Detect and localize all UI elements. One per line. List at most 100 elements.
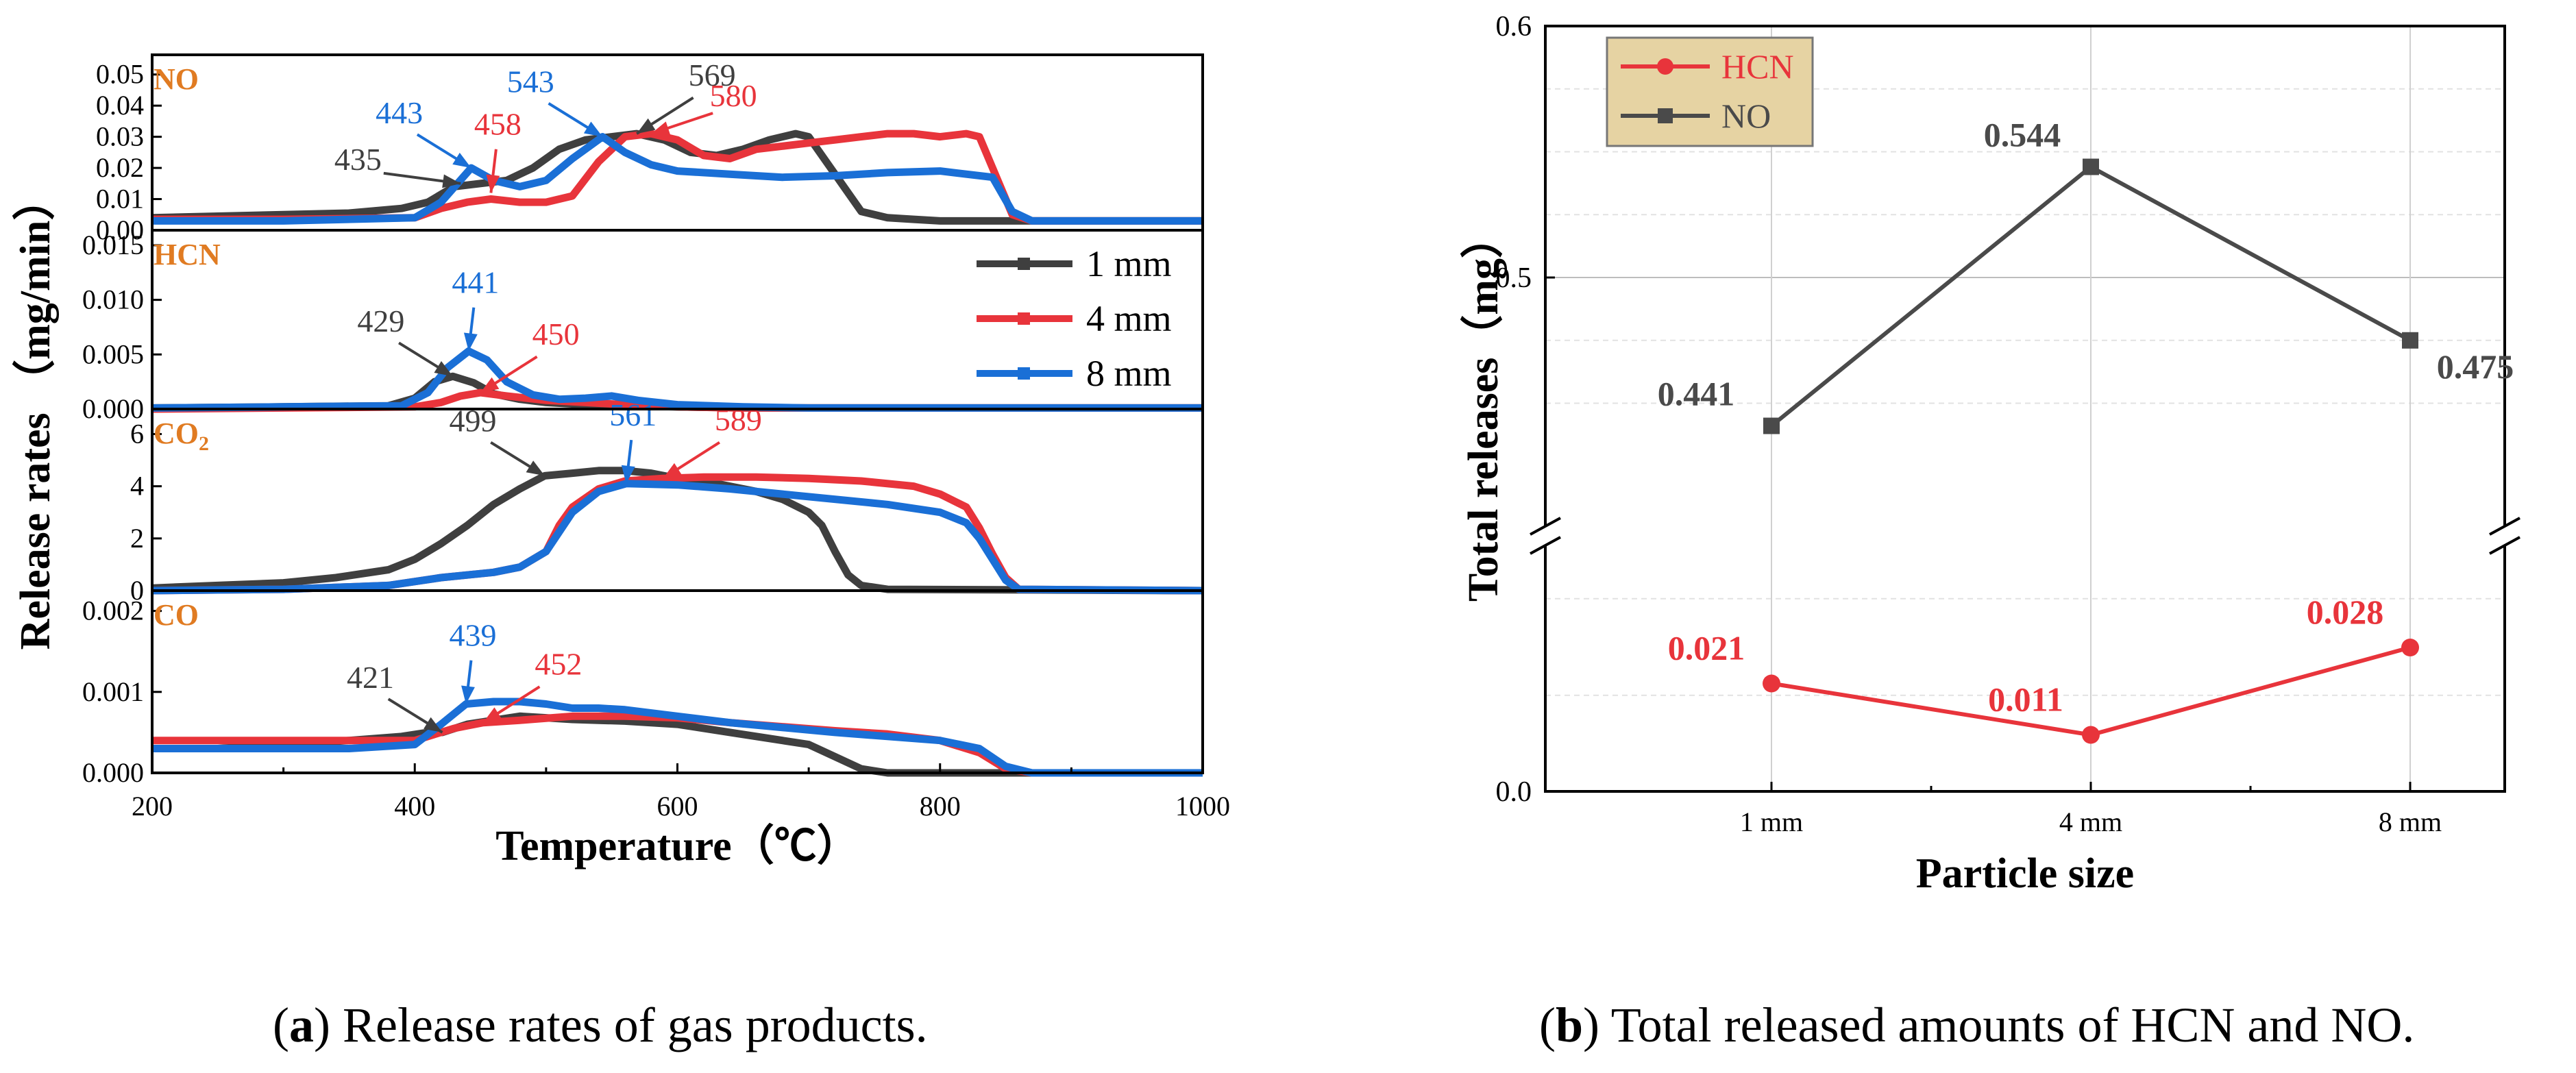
annotation-arrowhead — [480, 377, 500, 393]
axis-break-mark — [1530, 517, 1561, 536]
data-label-no: 0.544 — [1984, 116, 2061, 154]
point-hcn — [1763, 674, 1780, 693]
data-label-no: 0.475 — [2437, 347, 2514, 386]
caption-b-text: ) Total released amounts of HCN and NO. — [1583, 998, 2415, 1052]
point-hcn — [2082, 726, 2100, 744]
series-no-4mm — [152, 130, 1203, 225]
annotation-label: 452 — [535, 647, 582, 682]
ytick-label: 0.02 — [96, 152, 144, 183]
xtick-label: 1000 — [1175, 791, 1230, 822]
plot-frame-b-lower — [1544, 545, 2506, 793]
annotation-arrowhead — [442, 174, 461, 188]
ytick-label: 6 — [130, 418, 144, 449]
ytick-label: 0.5 — [1496, 262, 1532, 294]
legend-label: 4 mm — [1086, 298, 1172, 339]
legend-label: NO — [1721, 97, 1771, 135]
legend-box — [1606, 36, 1814, 147]
point-no — [2402, 332, 2418, 349]
ytick-label: 0.04 — [96, 90, 144, 121]
legend-a: 1 mm 4 mm 8 mm — [977, 243, 1172, 394]
panel-co: 0.000 0.001 0.002 CO 421 439 452 — [82, 595, 1203, 788]
ytick-label: 0.05 — [96, 59, 144, 90]
caption-a-letter: a — [289, 998, 314, 1052]
legend-marker — [1018, 258, 1030, 270]
annotation-arrowhead — [486, 174, 500, 193]
chart-b-total-releases: 0.0 0.5 0.6 1 mm 4 mm 8 mm Particle size Total … — [1459, 11, 2520, 897]
annotation-label: 580 — [710, 78, 757, 113]
annotation-label: 589 — [715, 402, 762, 437]
annotation-label: 443 — [376, 95, 423, 130]
ytick-label: 0.00 — [96, 214, 144, 245]
data-label-hcn: 0.028 — [2307, 593, 2384, 631]
axis-break-mark — [2489, 536, 2520, 555]
annotation-arrowhead — [621, 465, 635, 484]
y-axis-title: Release rates （mg/min） — [11, 178, 59, 650]
ytick-label: 0.000 — [82, 757, 144, 788]
panel-hcn: 0.000 0.005 0.010 0.015 HCN 429 441 450 — [82, 230, 1203, 424]
gas-label-co: CO — [154, 598, 199, 632]
caption-b: (b) Total released amounts of HCN and NO… — [1539, 998, 2415, 1052]
data-label-hcn: 0.011 — [1988, 680, 2063, 719]
caption-a-text: ) Release rates of gas products. — [313, 998, 928, 1052]
legend-marker — [1018, 312, 1030, 325]
ytick-label: 2 — [130, 523, 144, 554]
series-no-8mm — [152, 133, 1203, 225]
xtick-label: 8 mm — [2379, 806, 2442, 837]
plot-frame-b-upper — [1544, 25, 2506, 526]
point-hcn — [2401, 639, 2419, 656]
annotation-arrowhead — [663, 463, 682, 479]
legend-label: HCN — [1721, 47, 1794, 86]
point-no — [2083, 158, 2099, 175]
annotation-label: 450 — [532, 317, 580, 352]
annotation-arrowhead — [637, 118, 656, 134]
annotation-arrowhead — [526, 460, 545, 476]
xtick-label: 1 mm — [1740, 806, 1803, 837]
annotation-arrowhead — [452, 152, 471, 169]
legend-b: HCN NO — [1606, 36, 1814, 147]
ytick-label: 0.000 — [82, 393, 144, 424]
annotation-arrowhead — [651, 121, 671, 135]
xtick-label: 4 mm — [2059, 806, 2122, 837]
annotation-label: 429 — [357, 304, 404, 338]
annotation-arrowhead — [583, 121, 603, 137]
point-no — [1763, 417, 1780, 434]
x-axis-title: Particle size — [1916, 850, 2134, 897]
gas-label-no: NO — [154, 62, 199, 96]
annotation-label: 561 — [609, 397, 657, 432]
plot-frame-a — [151, 53, 1204, 774]
series-co2-4mm — [151, 473, 1203, 595]
annotation-label: 458 — [474, 106, 522, 141]
annotation-arrowhead — [482, 707, 502, 723]
legend-marker — [1658, 108, 1673, 123]
annotation-label: 441 — [452, 265, 499, 300]
series-co2-8mm — [151, 480, 1203, 595]
legend-label: 8 mm — [1086, 353, 1172, 394]
annotation-arrowhead — [463, 332, 478, 352]
chart-a-release-rates: 0.000.010.020.030.040.05 NO 435 443 458 543 56… — [11, 53, 1230, 870]
gas-label-hcn: HCN — [154, 238, 221, 271]
ytick-label: 4 — [130, 471, 144, 502]
axis-break-mark — [2489, 517, 2520, 536]
annotation-arrowhead — [424, 717, 443, 732]
ytick-label: 0.001 — [82, 676, 144, 707]
legend-marker — [1657, 58, 1673, 75]
y-axis-title: Total releases（mg） — [1459, 216, 1507, 602]
xtick-label: 800 — [920, 791, 961, 822]
data-label-hcn: 0.021 — [1668, 629, 1745, 667]
caption-b-letter: b — [1555, 998, 1584, 1052]
ytick-label: 0.03 — [96, 121, 144, 152]
ytick-label: 0.002 — [82, 595, 144, 626]
gas-label-co2: CO2 — [154, 417, 209, 455]
xtick-label: 200 — [132, 791, 173, 822]
legend-marker — [1018, 367, 1030, 380]
panel-no: 0.000.010.020.030.040.05 NO 435 443 458 543 56… — [96, 58, 1203, 245]
annotation-label: 421 — [347, 660, 394, 695]
legend-label: 1 mm — [1086, 243, 1172, 284]
xtick-label: 400 — [394, 791, 435, 822]
x-axis-title: Temperature（℃） — [495, 822, 859, 870]
ytick-label: 0.0 — [1496, 776, 1532, 808]
annotation-label: 569 — [689, 58, 736, 92]
annotation-arrowhead — [461, 685, 475, 704]
ytick-label: 0.010 — [82, 284, 144, 315]
